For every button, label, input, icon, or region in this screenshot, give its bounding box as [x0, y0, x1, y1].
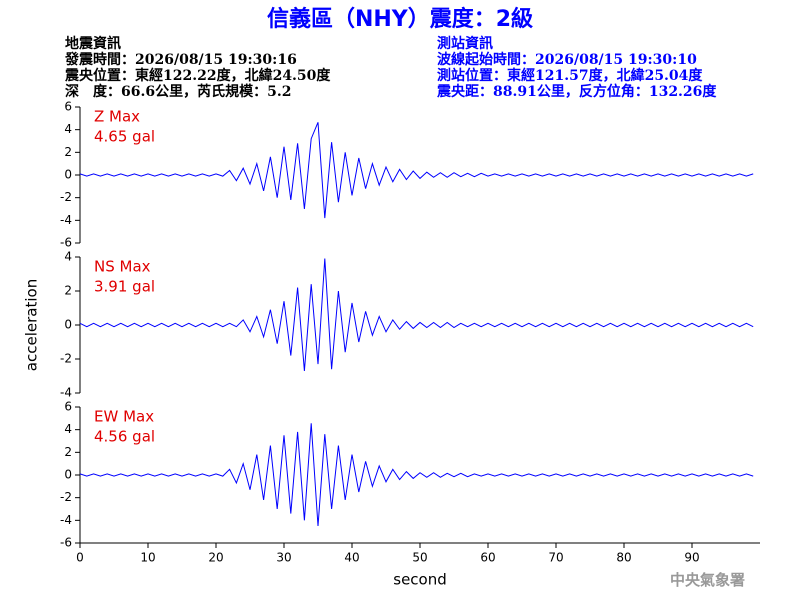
x-tick-label: 60: [480, 551, 495, 565]
info-text: 震央位置：東經122.22度，北緯24.50度: [64, 67, 331, 84]
y-tick-label: 0: [64, 468, 72, 482]
y-tick-label: 6: [64, 400, 72, 414]
y-tick-label: -6: [60, 236, 72, 250]
y-tick-label: -4: [60, 213, 72, 227]
footer: 中央氣象署: [670, 571, 745, 589]
annotation: 4.56 gal: [94, 428, 155, 446]
y-tick-label: 0: [64, 318, 72, 332]
y-tick-label: 2: [64, 145, 72, 159]
x-tick-label: 10: [140, 551, 155, 565]
x-tick-label: 70: [548, 551, 563, 565]
x-tick-label: 50: [412, 551, 427, 565]
waveform: [79, 423, 754, 527]
annotation: Z Max: [94, 108, 140, 126]
y-tick-label: 0: [64, 168, 72, 182]
waveform: [79, 258, 754, 371]
info-text: 測站位置：東經121.57度，北緯25.04度: [437, 67, 703, 84]
y-axis-label: acceleration: [23, 279, 41, 371]
y-tick-label: 6: [64, 100, 72, 114]
x-axis-label: second: [393, 571, 447, 589]
x-tick-label: 90: [684, 551, 699, 565]
y-tick-label: -4: [60, 386, 72, 400]
x-tick-label: 30: [276, 551, 291, 565]
info-text: 深 度：66.6公里，芮氏規模：5.2: [65, 83, 291, 100]
info-text: 發震時間：2026/08/15 19:30:16: [64, 51, 297, 68]
annotation: 4.65 gal: [94, 128, 155, 146]
info-text: 波線起始時間：2026/08/15 19:30:10: [437, 51, 697, 68]
x-tick-label: 40: [344, 551, 359, 565]
info-text: 震央距：88.91公里，反方位角：132.26度: [436, 83, 717, 100]
y-tick-label: -2: [60, 490, 72, 504]
y-tick-label: -2: [60, 190, 72, 204]
chart-title: 信義區（NHY）震度：2級: [267, 6, 533, 32]
y-tick-label: 2: [64, 445, 72, 459]
y-tick-label: -4: [60, 513, 72, 527]
info-text: 測站資訊: [437, 35, 493, 52]
x-tick-label: 20: [208, 551, 223, 565]
y-tick-label: 4: [64, 250, 72, 264]
y-tick-label: -6: [60, 536, 72, 550]
info-text: 地震資訊: [65, 35, 121, 52]
y-tick-label: -2: [60, 352, 72, 366]
annotation: 3.91 gal: [94, 278, 155, 296]
annotation: NS Max: [94, 258, 151, 276]
annotation: EW Max: [94, 408, 154, 426]
y-tick-label: 4: [64, 122, 72, 136]
waveform: [79, 122, 754, 219]
y-tick-label: 2: [64, 284, 72, 298]
x-tick-label: 80: [616, 551, 631, 565]
y-tick-label: 4: [64, 422, 72, 436]
x-tick-label: 0: [76, 551, 84, 565]
